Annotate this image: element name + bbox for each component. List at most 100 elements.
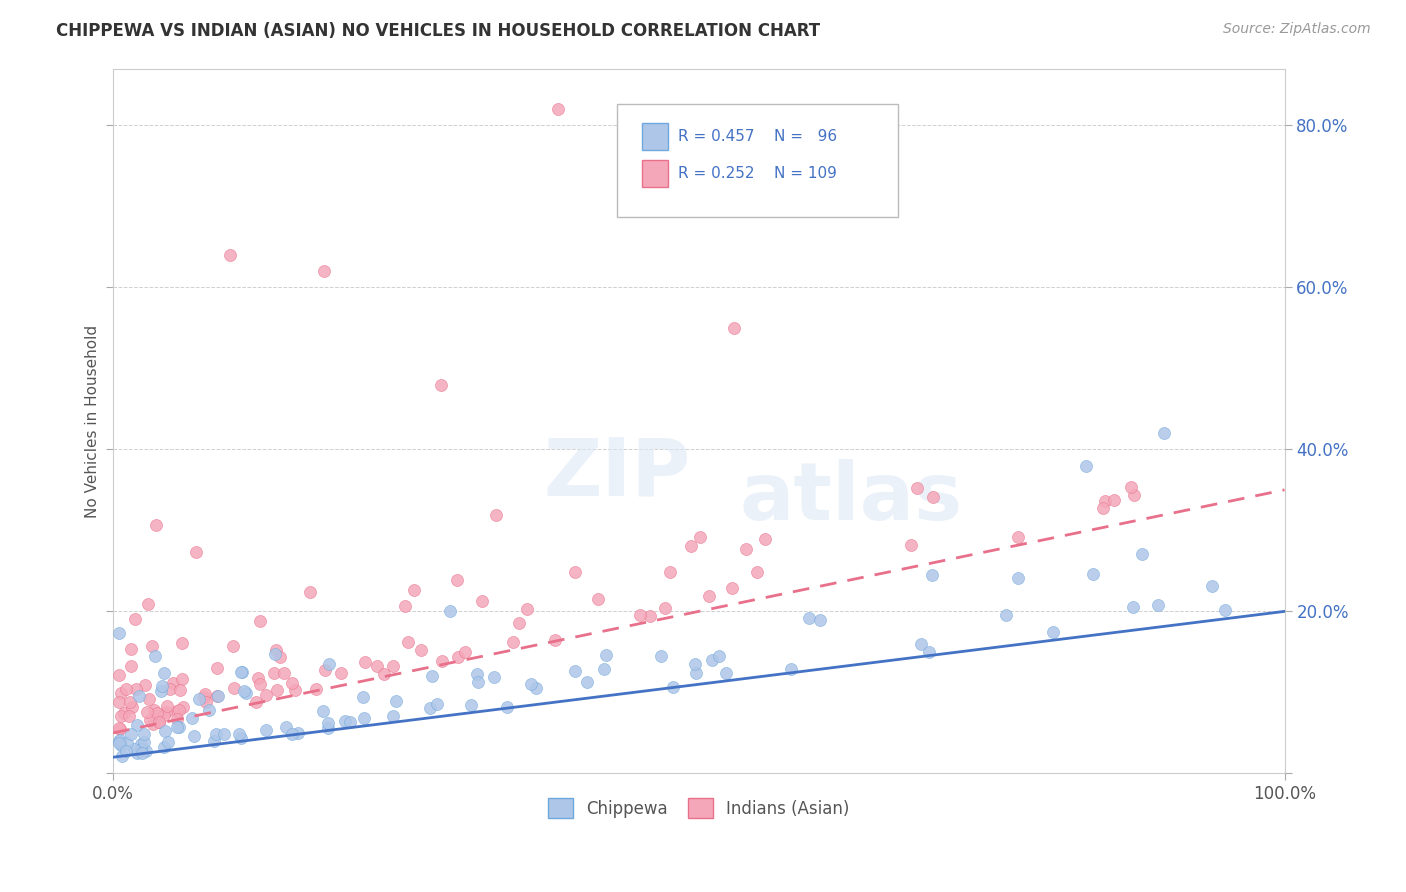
FancyBboxPatch shape [643,123,668,150]
Point [194,687,217,701]
Point [139,713,162,727]
Point [229,665,252,679]
Point [299,584,322,599]
Point [193,690,215,704]
Point [269,650,291,665]
Point [281,676,304,690]
Point [142,716,165,731]
Legend: Chippewa, Indians (Asian): Chippewa, Indians (Asian) [541,791,856,825]
Point [1201,579,1223,593]
Point [207,689,229,703]
Point [900,538,922,552]
Point [544,633,567,648]
Point [187,691,209,706]
Point [212,726,235,740]
Point [723,320,745,334]
Point [167,721,190,735]
Point [167,703,190,717]
Point [219,248,242,262]
Point [1130,547,1153,561]
Point [169,683,191,698]
Point [396,635,419,649]
Point [312,264,335,278]
Point [394,599,416,614]
Point [148,714,170,729]
Text: atlas: atlas [740,459,963,537]
Point [124,612,146,626]
Point [166,712,188,726]
Point [128,690,150,704]
Point [318,657,340,672]
Point [170,636,193,650]
Point [108,668,131,682]
Point [922,490,945,504]
Point [508,615,530,630]
Point [638,609,661,624]
Point [1094,494,1116,508]
Point [905,481,928,495]
Point [1007,529,1029,543]
Point [547,102,569,116]
Point [447,649,470,664]
Point [446,573,468,587]
Point [129,737,152,751]
Point [910,637,932,651]
Point [135,744,157,758]
Point [471,594,494,608]
Point [700,653,723,667]
Point [420,669,443,683]
Point [797,611,820,625]
Point [516,602,538,616]
Point [181,711,204,725]
Point [496,699,519,714]
Text: R = 0.252    N = 109: R = 0.252 N = 109 [678,166,837,181]
Point [1007,571,1029,585]
Point [198,703,221,717]
Point [995,607,1018,622]
Point [231,665,253,679]
Y-axis label: No Vehicles in Household: No Vehicles in Household [86,325,100,517]
Point [330,665,353,680]
Point [153,666,176,681]
Point [143,704,166,718]
Point [284,682,307,697]
Point [121,700,143,714]
Point [1083,566,1105,581]
Point [1123,488,1146,502]
Point [745,566,768,580]
Point [107,695,129,709]
Point [735,541,758,556]
Point [138,691,160,706]
Point [228,727,250,741]
Point [150,684,173,698]
Point [110,686,132,700]
Point [162,676,184,690]
Point [148,715,170,730]
Point [222,639,245,653]
Point [485,508,508,522]
Point [155,706,177,720]
Point [136,597,159,611]
Point [246,671,269,685]
Point [131,746,153,760]
Point [124,681,146,696]
Point [316,716,339,731]
Point [373,667,395,681]
Point [231,731,253,745]
Point [155,723,177,738]
Point [125,717,148,731]
Point [779,661,801,675]
Point [146,706,169,720]
Point [316,721,339,735]
Point [205,661,228,675]
Point [460,698,482,712]
Point [467,674,489,689]
Point [714,666,737,681]
Point [143,649,166,664]
Point [808,613,831,627]
Point [132,727,155,741]
Point [654,600,676,615]
Point [108,625,131,640]
Point [593,662,616,676]
Point [1121,480,1143,494]
